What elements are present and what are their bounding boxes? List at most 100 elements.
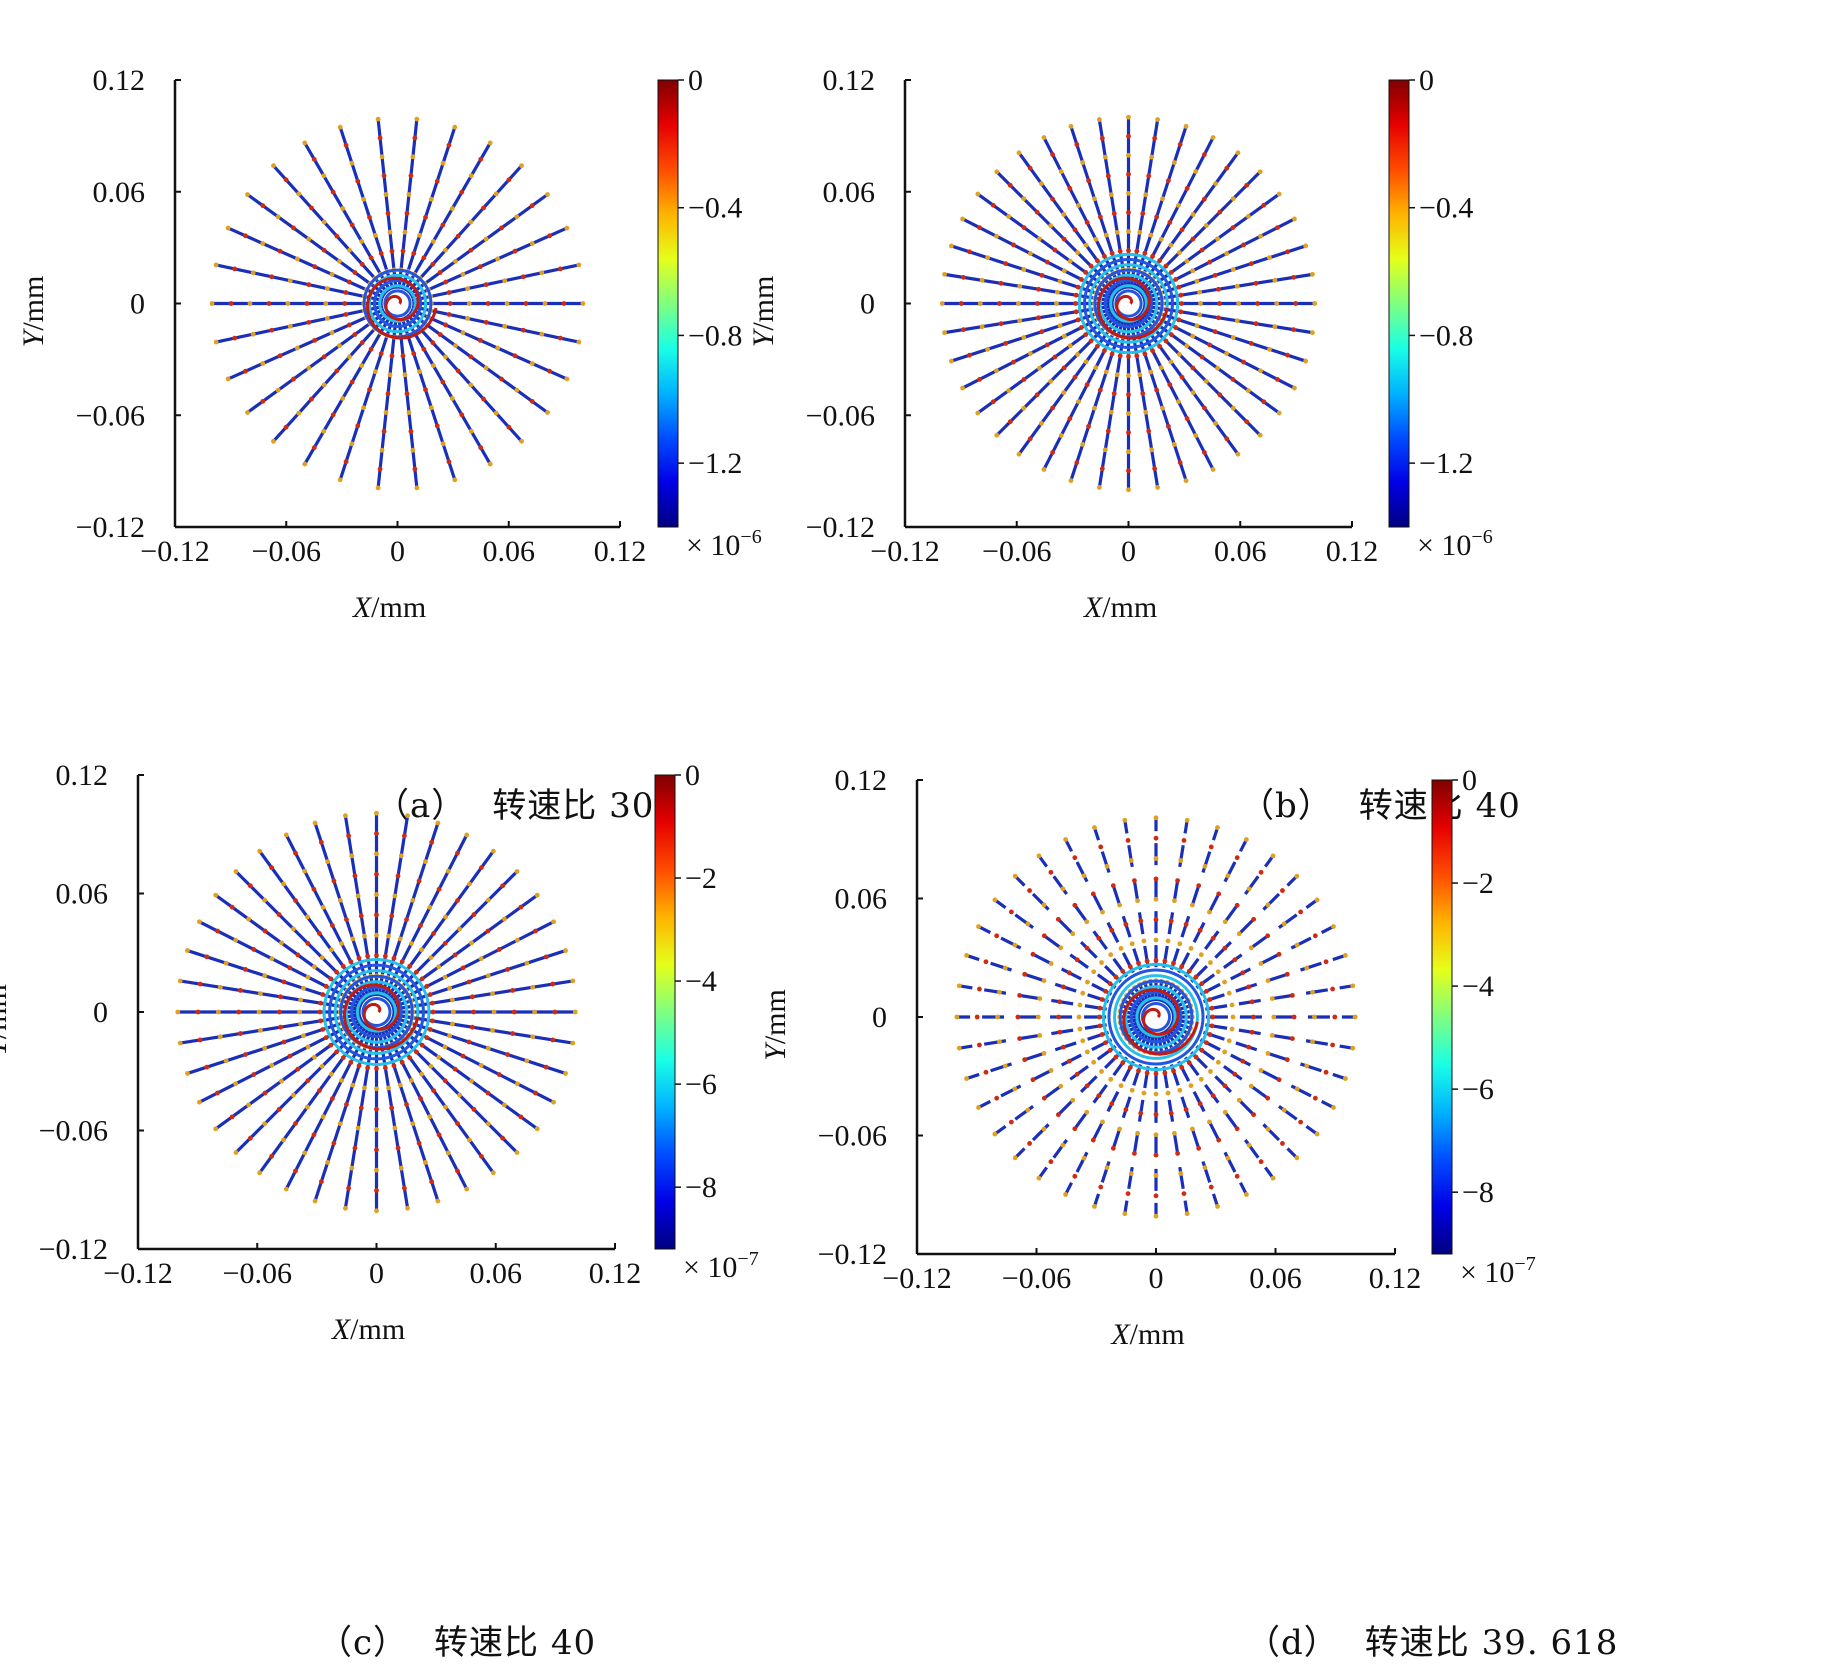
y-tick-label: −0.12	[39, 1233, 108, 1266]
spoke-dot	[1209, 1005, 1215, 1011]
spoke-dot	[197, 1099, 202, 1105]
spoke-dot	[490, 1170, 496, 1176]
spoke-dot	[411, 351, 417, 357]
spoke-dot	[1153, 876, 1159, 882]
spoke-dot	[1261, 202, 1267, 208]
spoke-dot	[1110, 883, 1116, 889]
spoke-dot	[1077, 1002, 1083, 1008]
spoke-dot	[1120, 1060, 1126, 1066]
spoke-dot	[1099, 466, 1105, 472]
spoke-dot	[334, 1049, 339, 1055]
spoke-dot	[1128, 858, 1134, 863]
spoke-dot	[1207, 1119, 1212, 1125]
spoke-dot	[1202, 152, 1207, 157]
spoke-dot	[550, 1037, 556, 1043]
spoke-dot	[1236, 931, 1242, 937]
spoke-dot	[311, 964, 317, 970]
spoke-dot	[1128, 1171, 1134, 1176]
spoke-dot	[1086, 423, 1091, 429]
spoke-dot	[533, 1090, 538, 1096]
spoke-dot	[414, 1049, 419, 1055]
spoke-dot	[328, 976, 334, 982]
spoke-dot	[302, 461, 308, 467]
spoke-dot	[337, 897, 343, 903]
spoke-dot	[1175, 878, 1181, 884]
spoke	[214, 1020, 365, 1131]
spoke-dot	[258, 991, 263, 997]
spoke-dot	[1068, 478, 1074, 484]
spoke-dot	[405, 1205, 410, 1211]
spoke-dot	[1067, 258, 1073, 264]
spoke-dot	[1217, 301, 1222, 306]
spoke-dot	[1234, 1173, 1240, 1179]
spoke-dot	[1081, 873, 1087, 879]
spoke-dot	[1257, 432, 1263, 438]
spoke-dot	[1109, 1101, 1115, 1107]
spoke-dot	[281, 1137, 286, 1143]
spoke-dot	[485, 1121, 491, 1127]
caption-b: （b） 转速比 40	[1240, 778, 1521, 827]
spoke-dot	[1255, 301, 1261, 306]
spoke-dot	[378, 250, 384, 256]
spoke-dot	[1126, 449, 1131, 455]
spoke-dot	[1281, 1107, 1287, 1113]
spoke-dot	[402, 229, 408, 235]
spoke-dot	[455, 368, 461, 374]
spoke-dot	[1061, 390, 1067, 395]
colorbar	[1431, 779, 1453, 1255]
y-tick-label: 0	[130, 288, 145, 321]
spoke-dot	[233, 1081, 239, 1087]
spoke-dot	[1117, 248, 1123, 254]
spoke-dot	[418, 1096, 424, 1101]
spoke-dot	[983, 1069, 989, 1075]
spoke-dot	[1293, 301, 1299, 306]
spoke-dot	[457, 926, 462, 932]
spoke-dot	[1197, 289, 1203, 295]
spoke-dot	[1246, 1044, 1252, 1050]
spoke-dot	[1061, 365, 1067, 371]
spoke	[410, 308, 568, 381]
spiral-ring	[1140, 1001, 1172, 1033]
spoke-dot	[1193, 974, 1199, 980]
spoke-dot	[1258, 1159, 1264, 1165]
spoke-dot	[1117, 902, 1123, 908]
spiral-ring	[1088, 263, 1169, 344]
spoke-dot	[311, 886, 317, 892]
spoke	[386, 870, 519, 1002]
spoke-dot	[443, 279, 449, 285]
spoke-dot	[428, 1063, 434, 1069]
y-tick-label: 0.06	[93, 176, 146, 209]
spoke-dot	[331, 878, 337, 884]
spoke-dot	[279, 1078, 284, 1084]
spoke-dot	[318, 1000, 324, 1006]
spoke-dot	[1037, 1033, 1043, 1038]
spoke-dot	[1108, 409, 1114, 415]
spoke-dot	[266, 301, 272, 306]
spoke-dot	[979, 324, 985, 330]
spoke-dot	[1153, 1213, 1159, 1219]
spoke-dot	[506, 177, 512, 183]
spoke-dot	[389, 1105, 395, 1111]
spoke-dot	[1208, 844, 1214, 850]
spoke-dot	[1080, 160, 1086, 165]
spoke-dot	[1225, 873, 1231, 879]
spoke-dot	[1108, 952, 1114, 958]
spoke-dot	[1162, 1070, 1168, 1076]
spoke-dot	[542, 301, 548, 306]
spoke-dot	[445, 868, 451, 874]
spoke-dot	[344, 1102, 349, 1107]
x-tick-label: −0.06	[1002, 1262, 1071, 1295]
spoke	[976, 192, 1118, 297]
spoke-dot	[1198, 301, 1203, 306]
spoke-dot	[939, 301, 945, 306]
spoke	[1159, 1031, 1220, 1207]
spoke-dot	[1193, 169, 1199, 174]
spoke-dot	[291, 1092, 296, 1098]
spoke-dot	[1215, 365, 1220, 371]
spoke-dot	[1312, 933, 1318, 939]
spoke-dot	[1251, 1112, 1257, 1118]
spoke-dot	[1186, 1060, 1192, 1066]
spoke-dot	[243, 368, 248, 374]
spoke-dot	[532, 1009, 538, 1015]
spoke-dot	[337, 343, 342, 349]
